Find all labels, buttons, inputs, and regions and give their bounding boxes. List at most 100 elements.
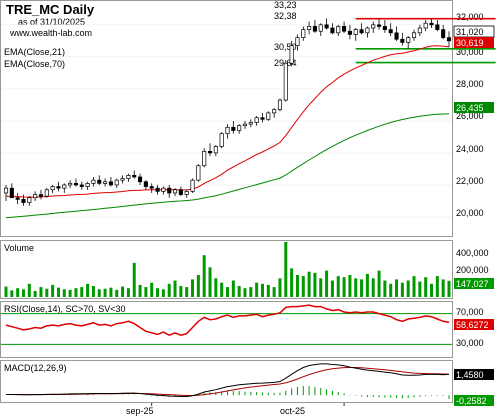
volume-bar	[10, 290, 14, 297]
volume-bar	[103, 288, 107, 297]
candle-body	[260, 117, 265, 120]
candle-body	[219, 133, 224, 147]
volume-bar	[243, 288, 247, 297]
candle-body	[178, 189, 183, 195]
volume-bar	[191, 279, 195, 297]
candle-body	[336, 26, 341, 34]
volume-bar	[33, 290, 37, 297]
candle-body	[85, 183, 90, 187]
volume-bar	[237, 286, 241, 297]
chart-site: www.wealth-lab.com	[9, 28, 92, 38]
candle-body	[155, 187, 160, 192]
candle-body	[73, 183, 78, 186]
candle-body	[324, 24, 329, 29]
volume-bar	[16, 288, 20, 297]
candle-body	[56, 186, 61, 189]
price-axis-panel	[453, 0, 496, 405]
price-tick-20000: 20,000	[456, 208, 484, 218]
candle-body	[213, 146, 218, 154]
candle-body	[347, 30, 352, 35]
volume-bar	[278, 278, 282, 297]
candle-body	[62, 184, 67, 189]
candle-body	[149, 186, 154, 189]
volume-bar	[150, 282, 154, 297]
close-tag: 31,020	[456, 27, 484, 37]
ema70-tag-bg	[454, 102, 494, 113]
candle-body	[231, 126, 236, 131]
candle-body	[237, 125, 242, 131]
volume-bar	[138, 284, 142, 297]
candle-body	[365, 27, 370, 34]
candle-body	[283, 62, 288, 101]
candle-body	[248, 122, 253, 125]
volume-bar	[400, 282, 404, 297]
rsi-tick-70: 70,000	[456, 307, 484, 317]
macd-hist-tag: -0,2582	[456, 396, 487, 406]
volume-bar	[220, 282, 224, 297]
candle-body	[190, 179, 195, 192]
volume-bar	[214, 278, 218, 297]
ema70-tag: 26,435	[456, 103, 484, 113]
volume-bar	[185, 287, 189, 297]
candle-body	[91, 179, 96, 184]
volume-bar	[226, 287, 229, 297]
candle-body	[138, 176, 143, 183]
volume-bar	[249, 287, 253, 297]
volume-bar	[336, 276, 340, 297]
volume-bar	[91, 286, 95, 297]
candle-body	[143, 181, 148, 187]
volume-bar	[196, 275, 200, 297]
candle-body	[307, 26, 312, 30]
price-tick-22000: 22,000	[456, 176, 484, 186]
level-label-2: 32,38	[274, 11, 297, 21]
xtick-sep-25: sep-25	[126, 406, 154, 416]
candle-body	[207, 150, 213, 154]
candle-body	[38, 194, 44, 197]
volume-bar	[255, 282, 259, 297]
candle-body	[68, 183, 73, 186]
volume-bar	[97, 289, 101, 297]
volume-bar	[383, 280, 387, 297]
candle-body	[172, 189, 178, 194]
level-label-1: 33,23	[274, 0, 297, 10]
volume-bar	[418, 281, 422, 297]
volume-bar	[56, 287, 60, 297]
macd-hist-tag-bg	[454, 395, 494, 406]
volume-bar	[354, 278, 358, 297]
chart-title: TRE_MC Daily	[6, 2, 95, 17]
candle-body	[382, 26, 387, 30]
candle-body	[184, 191, 189, 195]
macd-line	[6, 363, 450, 397]
candle-body	[411, 32, 417, 38]
volume-bar	[435, 276, 439, 297]
candle-body	[406, 37, 411, 43]
price-tick-32000: 32,000	[456, 12, 484, 22]
volume-bar	[260, 283, 264, 297]
candle-body	[435, 24, 440, 30]
volume-bar	[126, 288, 130, 297]
volume-bar	[161, 289, 165, 297]
ema21-line	[6, 45, 450, 198]
candle-body	[318, 24, 323, 32]
volume-tick-400000: 400,000	[456, 248, 489, 258]
volume-tag-bg	[454, 278, 494, 289]
volume-bar	[406, 280, 410, 297]
volume-bar	[430, 283, 434, 297]
volume-bar	[313, 272, 317, 297]
candle-body	[27, 197, 32, 203]
candle-body	[103, 181, 108, 184]
candle-body	[167, 187, 172, 194]
price-tick-30000: 30,000	[456, 47, 484, 57]
candle-body	[21, 199, 26, 203]
volume-bar	[21, 289, 25, 297]
volume-bar	[39, 287, 43, 297]
volume-bar	[80, 287, 84, 297]
ema21-tag: 30,619	[456, 38, 484, 48]
macd-tag: 1,4580	[456, 370, 484, 380]
volume-bar	[330, 280, 334, 297]
volume-bar	[144, 287, 148, 297]
candle-body	[446, 37, 452, 42]
candle-body	[225, 126, 230, 135]
price-tick-24000: 24,000	[456, 144, 484, 154]
